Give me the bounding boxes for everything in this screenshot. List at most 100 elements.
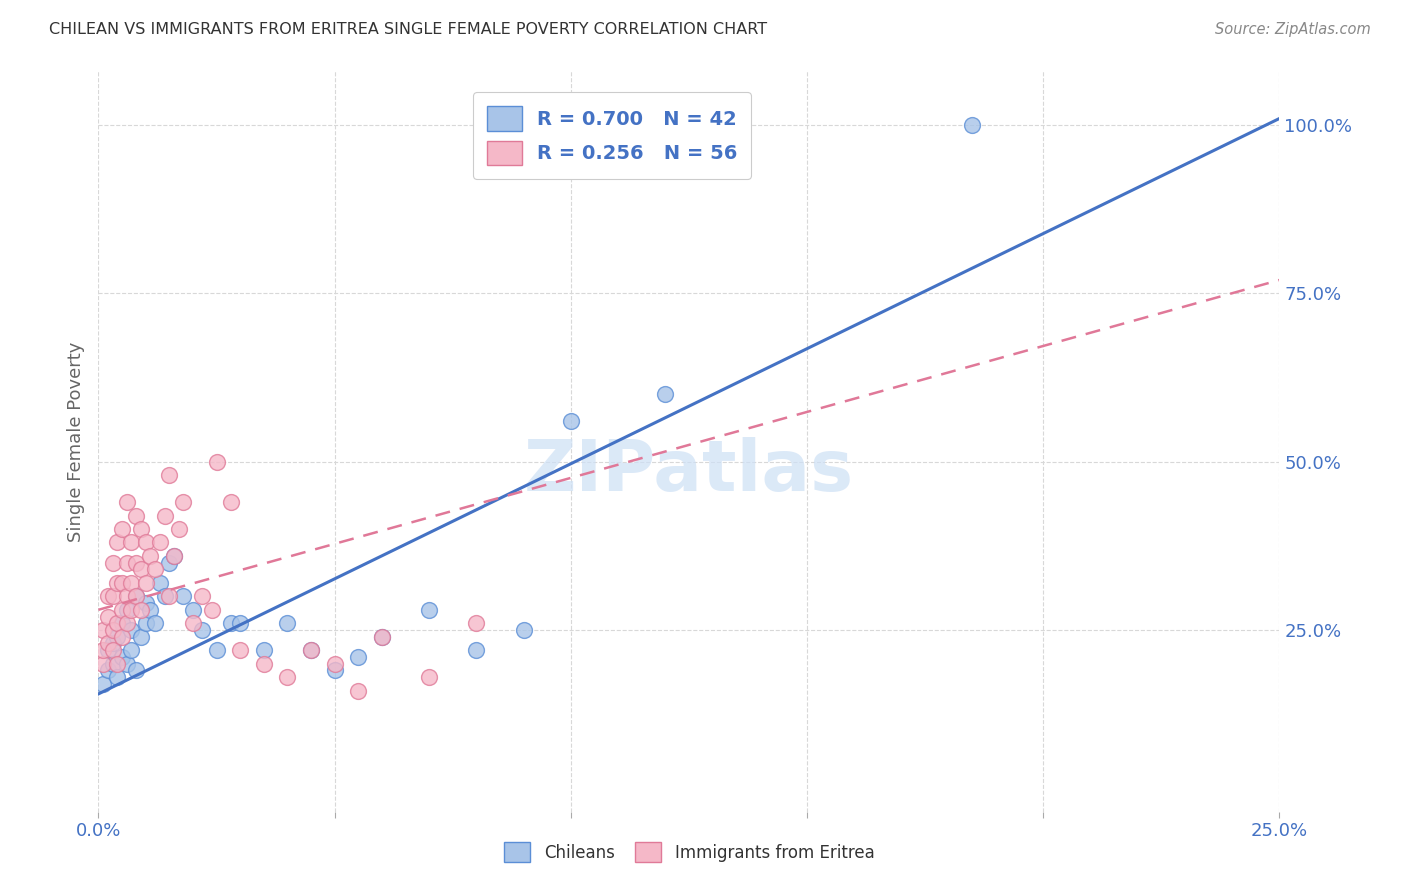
Point: [181, 616, 204, 631]
Point: [253, 657, 276, 671]
Point: [125, 590, 148, 604]
Point: [157, 590, 180, 604]
Point: [111, 649, 134, 664]
Point: [105, 657, 128, 671]
Point: [149, 575, 172, 590]
Point: [149, 535, 172, 549]
Point: [205, 643, 228, 657]
Point: [105, 616, 128, 631]
Point: [105, 630, 128, 644]
Point: [347, 649, 370, 664]
Point: [91, 677, 114, 691]
Point: [101, 623, 124, 637]
Point: [135, 575, 157, 590]
Point: [512, 623, 534, 637]
Point: [299, 643, 322, 657]
Point: [111, 575, 134, 590]
Point: [125, 664, 148, 678]
Point: [418, 670, 440, 684]
Point: [323, 657, 346, 671]
Point: [129, 562, 152, 576]
Point: [135, 616, 157, 631]
Point: [101, 590, 124, 604]
Point: [105, 535, 128, 549]
Text: ZIPatlas: ZIPatlas: [524, 437, 853, 506]
Point: [97, 590, 120, 604]
Point: [97, 609, 120, 624]
Point: [654, 387, 676, 401]
Point: [465, 616, 488, 631]
Point: [229, 643, 252, 657]
Point: [299, 643, 322, 657]
Point: [121, 603, 143, 617]
Point: [143, 616, 166, 631]
Point: [111, 603, 134, 617]
Point: [115, 495, 138, 509]
Y-axis label: Single Female Poverty: Single Female Poverty: [66, 342, 84, 541]
Point: [111, 630, 134, 644]
Point: [276, 616, 298, 631]
Point: [125, 556, 148, 570]
Point: [962, 118, 984, 132]
Point: [125, 508, 148, 523]
Point: [560, 414, 582, 428]
Point: [181, 603, 204, 617]
Point: [219, 616, 242, 631]
Point: [129, 522, 152, 536]
Point: [121, 575, 143, 590]
Point: [91, 643, 114, 657]
Point: [125, 590, 148, 604]
Point: [157, 556, 180, 570]
Point: [111, 616, 134, 631]
Text: CHILEAN VS IMMIGRANTS FROM ERITREA SINGLE FEMALE POVERTY CORRELATION CHART: CHILEAN VS IMMIGRANTS FROM ERITREA SINGL…: [49, 22, 768, 37]
Point: [97, 664, 120, 678]
Point: [143, 562, 166, 576]
Point: [157, 468, 180, 483]
Point: [121, 535, 143, 549]
Point: [191, 623, 214, 637]
Point: [163, 549, 186, 563]
Point: [229, 616, 252, 631]
Point: [101, 657, 124, 671]
Point: [139, 549, 162, 563]
Text: Source: ZipAtlas.com: Source: ZipAtlas.com: [1215, 22, 1371, 37]
Point: [153, 590, 176, 604]
Point: [276, 670, 298, 684]
Point: [201, 603, 224, 617]
Point: [91, 657, 114, 671]
Point: [101, 636, 124, 650]
Point: [191, 590, 214, 604]
Point: [172, 590, 194, 604]
Point: [97, 643, 120, 657]
Point: [371, 630, 394, 644]
Point: [105, 670, 128, 684]
Point: [121, 643, 143, 657]
Point: [253, 643, 276, 657]
Point: [129, 603, 152, 617]
Point: [323, 664, 346, 678]
Point: [115, 603, 138, 617]
Point: [105, 575, 128, 590]
Point: [465, 643, 488, 657]
Point: [418, 603, 440, 617]
Point: [115, 556, 138, 570]
Point: [205, 455, 228, 469]
Point: [101, 643, 124, 657]
Point: [101, 556, 124, 570]
Point: [111, 522, 134, 536]
Point: [115, 616, 138, 631]
Legend: Chileans, Immigrants from Eritrea: Chileans, Immigrants from Eritrea: [495, 834, 883, 870]
Point: [115, 590, 138, 604]
Point: [135, 596, 157, 610]
Point: [129, 630, 152, 644]
Point: [163, 549, 186, 563]
Point: [153, 508, 176, 523]
Point: [115, 657, 138, 671]
Point: [172, 495, 194, 509]
Point: [219, 495, 242, 509]
Point: [135, 535, 157, 549]
Point: [139, 603, 162, 617]
Point: [91, 623, 114, 637]
Point: [97, 636, 120, 650]
Point: [167, 522, 190, 536]
